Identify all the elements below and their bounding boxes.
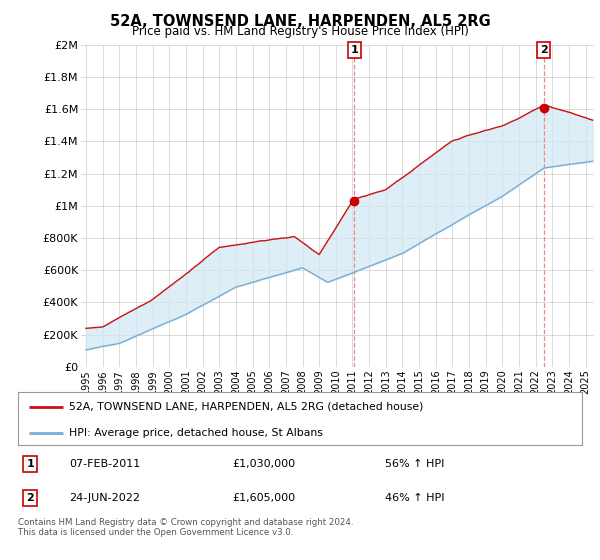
Text: 07-FEB-2011: 07-FEB-2011 (69, 459, 140, 469)
Text: Contains HM Land Registry data © Crown copyright and database right 2024.
This d: Contains HM Land Registry data © Crown c… (18, 518, 353, 538)
Text: 52A, TOWNSEND LANE, HARPENDEN, AL5 2RG (detached house): 52A, TOWNSEND LANE, HARPENDEN, AL5 2RG (… (69, 402, 423, 412)
Text: 1: 1 (26, 459, 34, 469)
Text: £1,030,000: £1,030,000 (232, 459, 295, 469)
Text: HPI: Average price, detached house, St Albans: HPI: Average price, detached house, St A… (69, 428, 323, 438)
Text: 1: 1 (350, 45, 358, 55)
Text: Price paid vs. HM Land Registry's House Price Index (HPI): Price paid vs. HM Land Registry's House … (131, 25, 469, 38)
Text: £1,605,000: £1,605,000 (232, 493, 295, 503)
Text: 2: 2 (539, 45, 547, 55)
Text: 56% ↑ HPI: 56% ↑ HPI (385, 459, 444, 469)
Text: 46% ↑ HPI: 46% ↑ HPI (385, 493, 444, 503)
Text: 24-JUN-2022: 24-JUN-2022 (69, 493, 140, 503)
Text: 2: 2 (26, 493, 34, 503)
Text: 52A, TOWNSEND LANE, HARPENDEN, AL5 2RG: 52A, TOWNSEND LANE, HARPENDEN, AL5 2RG (110, 14, 490, 29)
